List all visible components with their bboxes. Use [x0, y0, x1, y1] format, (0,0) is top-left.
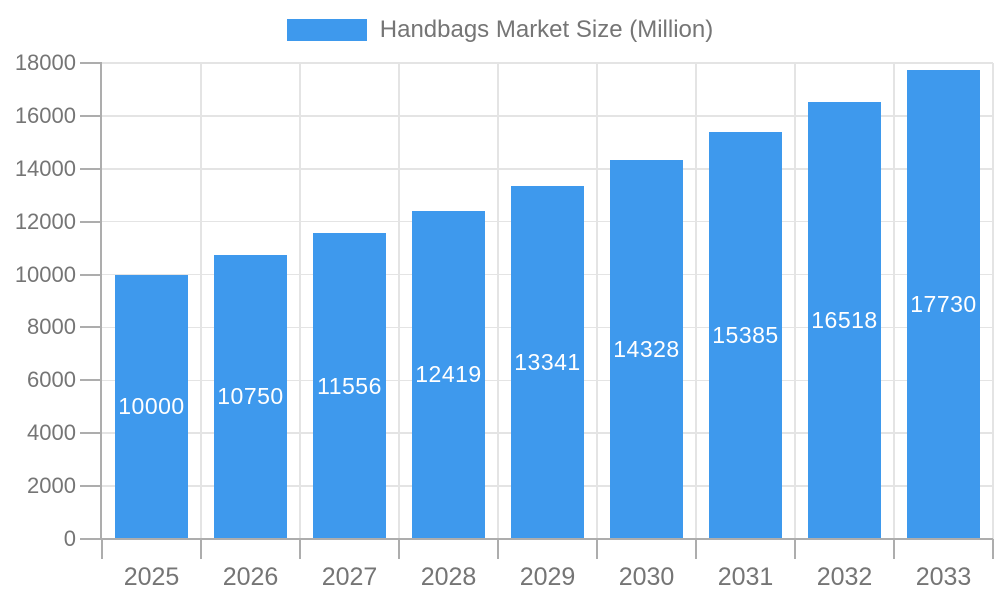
bar-value-label: 13341 — [514, 349, 581, 376]
y-tick — [80, 220, 102, 223]
bar-value-label: 16518 — [811, 307, 878, 334]
gridline-v — [299, 63, 301, 539]
bar[interactable]: 17730 — [907, 70, 980, 539]
bar-value-label: 10000 — [118, 393, 185, 420]
x-axis-label: 2028 — [420, 563, 477, 591]
y-axis-line — [100, 63, 102, 539]
x-tick — [200, 539, 202, 559]
y-tick — [80, 379, 102, 382]
y-tick — [80, 273, 102, 276]
y-tick — [80, 485, 102, 488]
bar-value-label: 17730 — [910, 291, 977, 318]
y-axis-label: 10000 — [14, 261, 76, 287]
bar[interactable]: 12419 — [412, 210, 485, 539]
y-tick — [80, 538, 102, 540]
x-tick — [992, 539, 994, 559]
y-axis-label: 18000 — [14, 50, 76, 75]
y-tick — [80, 432, 102, 435]
x-axis-label: 2033 — [915, 563, 972, 591]
bar[interactable]: 10000 — [115, 274, 188, 539]
x-tick — [299, 539, 301, 559]
y-axis-label: 8000 — [27, 314, 76, 340]
gridline-v — [596, 63, 598, 539]
y-tick — [80, 167, 102, 170]
legend-label[interactable]: Handbags Market Size (Million) — [379, 16, 714, 43]
gridline-v — [893, 63, 895, 539]
y-tick — [80, 114, 102, 117]
legend[interactable]: Handbags Market Size (Million) — [0, 16, 1000, 44]
y-axis-label: 4000 — [27, 420, 76, 446]
legend-swatch[interactable] — [286, 19, 367, 41]
y-axis-label: 0 — [63, 526, 76, 551]
y-axis-label: 16000 — [14, 102, 76, 128]
bar[interactable]: 13341 — [511, 186, 584, 539]
y-axis-label: 14000 — [14, 155, 76, 181]
x-axis-label: 2027 — [321, 563, 378, 591]
x-axis-label: 2029 — [519, 563, 576, 591]
bar-value-label: 15385 — [712, 322, 779, 349]
bar-value-label: 10750 — [217, 383, 284, 410]
x-axis-label: 2031 — [717, 563, 774, 591]
gridline-v — [497, 63, 499, 539]
y-axis-label: 12000 — [14, 208, 76, 234]
y-axis-label: 2000 — [27, 473, 76, 499]
x-tick — [596, 539, 598, 559]
bar[interactable]: 16518 — [808, 102, 881, 539]
bar[interactable]: 15385 — [709, 132, 782, 539]
bar[interactable]: 11556 — [313, 233, 386, 539]
y-tick — [80, 326, 102, 329]
y-tick — [80, 62, 102, 64]
gridline-v — [794, 63, 796, 539]
gridline-h — [102, 168, 993, 170]
x-axis-label: 2026 — [222, 563, 279, 591]
bar-value-label: 11556 — [317, 372, 382, 399]
y-axis-label: 6000 — [27, 367, 76, 393]
x-tick — [794, 539, 796, 559]
gridline-v — [398, 63, 400, 539]
x-axis-label: 2030 — [618, 563, 675, 591]
bar[interactable]: 10750 — [214, 254, 287, 539]
gridline-h — [102, 62, 993, 64]
x-tick — [893, 539, 895, 559]
bar[interactable]: 14328 — [610, 160, 683, 539]
x-tick — [695, 539, 697, 559]
x-tick — [398, 539, 400, 559]
x-tick — [101, 539, 103, 559]
gridline-v — [992, 63, 994, 539]
gridline-v — [200, 63, 202, 539]
x-tick — [497, 539, 499, 559]
bar-value-label: 12419 — [415, 361, 482, 388]
gridline-h — [102, 115, 993, 117]
x-axis-label: 2032 — [816, 563, 873, 591]
bar-value-label: 14328 — [613, 336, 680, 363]
x-axis-line — [102, 538, 993, 540]
gridline-v — [695, 63, 697, 539]
x-axis-label: 2025 — [123, 563, 180, 591]
